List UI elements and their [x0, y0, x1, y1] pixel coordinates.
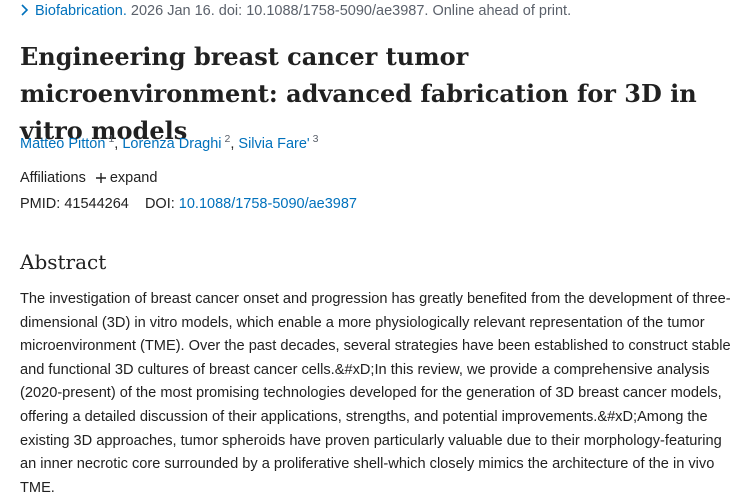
- pmid: 41544264: [64, 196, 129, 212]
- author-list: Matteo Pitton 1, Lorenza Draghi 2, Silvia …: [20, 133, 319, 152]
- article-title: Engineering breast cancer tumor microenv…: [20, 42, 697, 145]
- author-link[interactable]: Lorenza Draghi: [122, 135, 222, 152]
- expand-toggle[interactable]: expand: [109, 170, 158, 186]
- doi-link[interactable]: 10.1088/1758-5090/ae3987: [178, 196, 357, 212]
- citation-details: 2026 Jan 16. doi: 10.1088/1758-5090/ae39…: [130, 3, 572, 19]
- author-affiliation-number[interactable]: 1: [108, 133, 115, 145]
- plus-icon: [95, 173, 106, 183]
- chevron-icon: [21, 4, 29, 16]
- abstract-text: The investigation of breast cancer onset…: [20, 291, 731, 496]
- author-link[interactable]: Silvia Fare': [238, 135, 310, 152]
- affiliations-label: Affiliations: [20, 170, 86, 186]
- affiliations: Affiliations expand: [20, 170, 157, 186]
- pmid-label: PMID:: [20, 196, 61, 212]
- journal-link[interactable]: Biofabrication.: [35, 3, 127, 19]
- identifiers: PMID: 41544264 DOI: 10.1088/1758-5090/ae…: [20, 196, 357, 212]
- abstract-heading: Abstract: [20, 250, 107, 274]
- citation: Biofabrication. 2026 Jan 16. doi: 10.108…: [20, 3, 571, 19]
- doi-label: DOI:: [144, 196, 175, 212]
- author-affiliation-number[interactable]: 3: [312, 133, 319, 145]
- author-affiliation-number[interactable]: 2: [224, 133, 231, 145]
- author-link[interactable]: Matteo Pitton: [20, 135, 106, 152]
